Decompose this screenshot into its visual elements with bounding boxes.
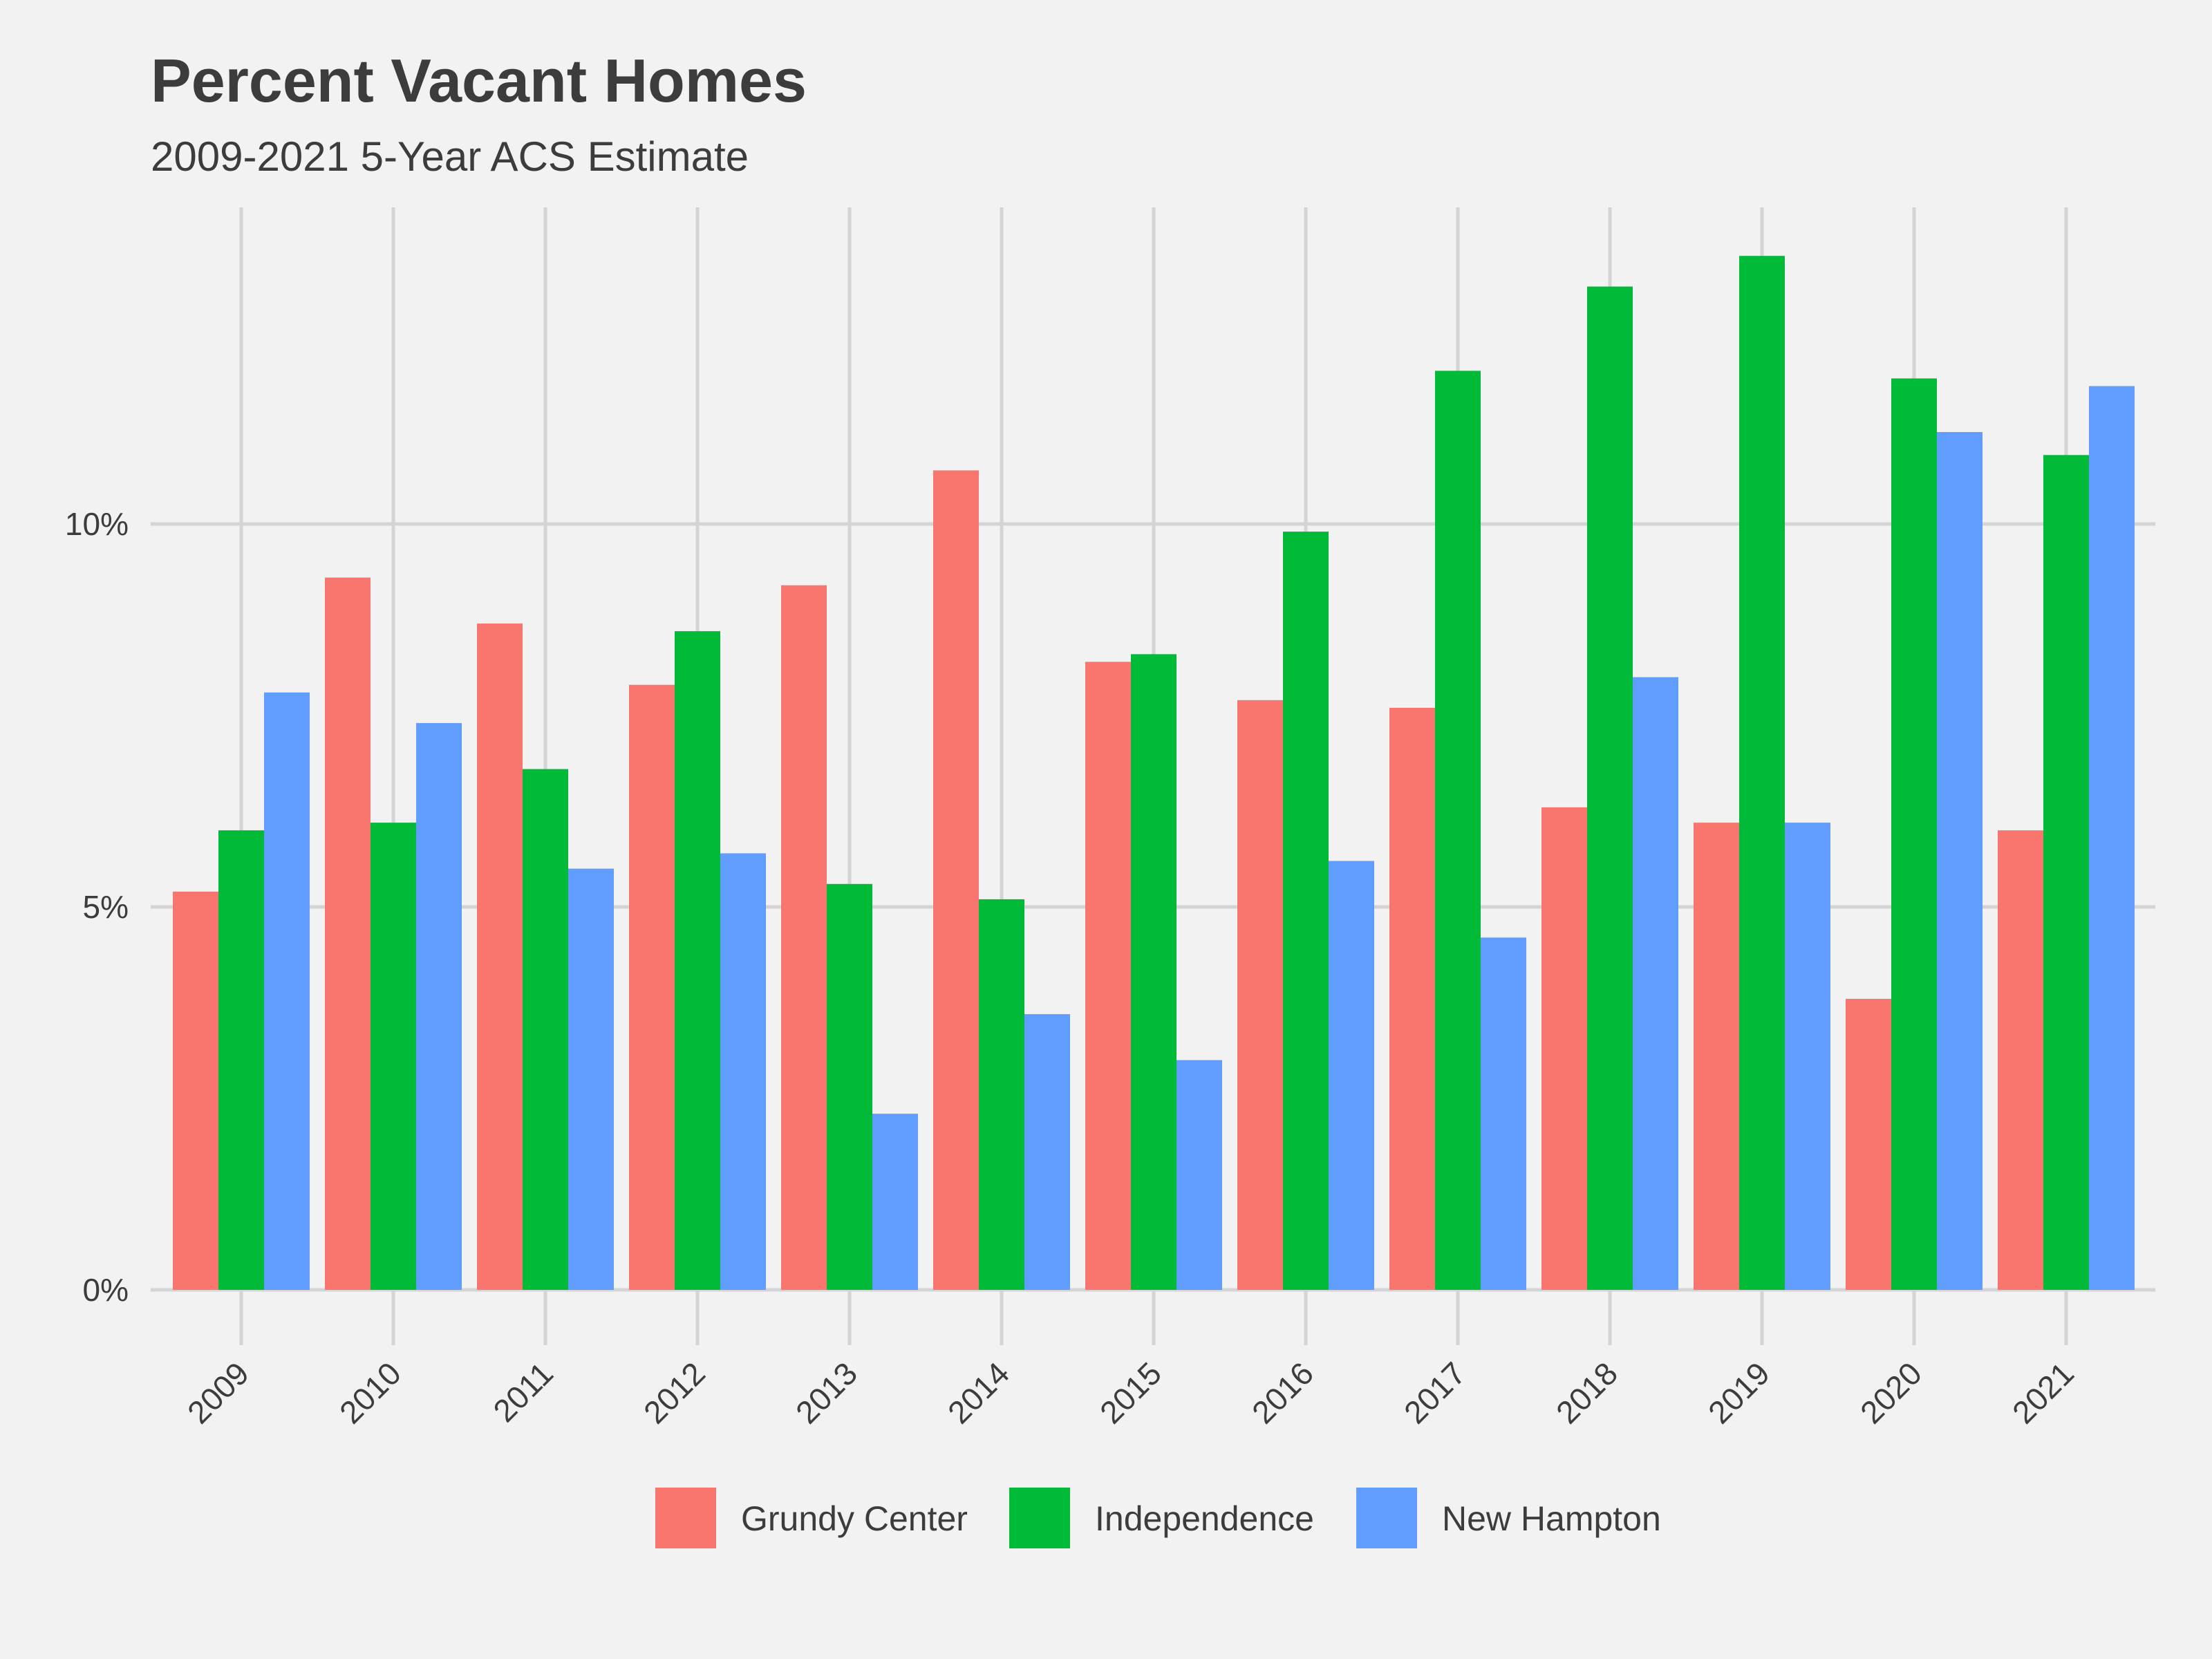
bar: [1085, 662, 1131, 1290]
bar: [1891, 378, 1937, 1290]
y-axis-labels: 0% 5% 10%: [65, 506, 129, 1308]
bars: [173, 256, 2135, 1291]
bar: [1329, 861, 1374, 1290]
legend: Grundy Center Independence New Hampton: [655, 1488, 1661, 1548]
bar: [1389, 707, 1435, 1290]
bar: [371, 823, 416, 1290]
y-tick-label: 0%: [83, 1272, 129, 1308]
bar: [781, 585, 827, 1290]
bar: [1131, 654, 1177, 1290]
x-tick-label: 2021: [2005, 1355, 2081, 1430]
x-tick-label: 2016: [1245, 1355, 1320, 1430]
x-tick-label: 2012: [637, 1355, 712, 1430]
chart-subtitle: 2009-2021 5-Year ACS Estimate: [151, 133, 749, 180]
bar: [523, 769, 568, 1290]
x-tick-label: 2009: [180, 1355, 256, 1430]
x-tick-label: 2014: [941, 1355, 1016, 1430]
bar: [1937, 432, 1983, 1290]
legend-key: [1009, 1488, 1070, 1548]
bar: [979, 899, 1024, 1290]
bar: [720, 853, 766, 1290]
bar: [1694, 823, 1739, 1290]
bar: [827, 883, 872, 1290]
bar: [1587, 286, 1633, 1290]
x-axis-labels: 2009 2010 2011 2012 2013 2014 2015 2016 2017 2018…: [180, 1355, 2081, 1430]
bar: [1846, 998, 1891, 1290]
legend-label: New Hampton: [1442, 1499, 1661, 1538]
bar: [1283, 532, 1329, 1290]
bar: [325, 577, 371, 1290]
bar: [1177, 1060, 1222, 1290]
x-tick-label: 2018: [1549, 1355, 1624, 1430]
legend-key: [1356, 1488, 1417, 1548]
legend-label: Independence: [1095, 1499, 1314, 1538]
y-tick-label: 5%: [83, 889, 129, 925]
bar: [1998, 830, 2043, 1290]
bar: [933, 470, 979, 1291]
bar: [1481, 937, 1526, 1290]
bar: [1785, 823, 1830, 1290]
bar: [629, 684, 675, 1290]
chart-title: Percent Vacant Homes: [151, 46, 807, 115]
bar: [1633, 677, 1678, 1290]
bar: [1739, 256, 1785, 1291]
bar: [173, 891, 218, 1290]
x-tick-label: 2015: [1093, 1355, 1168, 1430]
bar: [416, 723, 462, 1290]
bar: [675, 631, 720, 1290]
bar: [1435, 371, 1481, 1290]
bar: [2043, 455, 2089, 1290]
bar: [218, 830, 264, 1290]
legend-label: Grundy Center: [741, 1499, 968, 1538]
x-tick-label: 2011: [486, 1355, 560, 1429]
bar: [264, 692, 310, 1290]
bar: [1237, 700, 1283, 1290]
x-tick-label: 2017: [1397, 1355, 1472, 1430]
bar: [2089, 386, 2135, 1290]
bar: [477, 624, 523, 1290]
x-tick-label: 2013: [789, 1355, 864, 1430]
bar: [1024, 1014, 1070, 1290]
x-tick-label: 2019: [1701, 1355, 1777, 1430]
bar: [568, 868, 614, 1290]
x-tick-label: 2020: [1853, 1355, 1929, 1430]
bar: [872, 1114, 918, 1290]
legend-key: [655, 1488, 716, 1548]
y-tick-label: 10%: [65, 506, 129, 542]
x-tick-label: 2010: [332, 1355, 408, 1430]
bar: [1541, 807, 1587, 1290]
